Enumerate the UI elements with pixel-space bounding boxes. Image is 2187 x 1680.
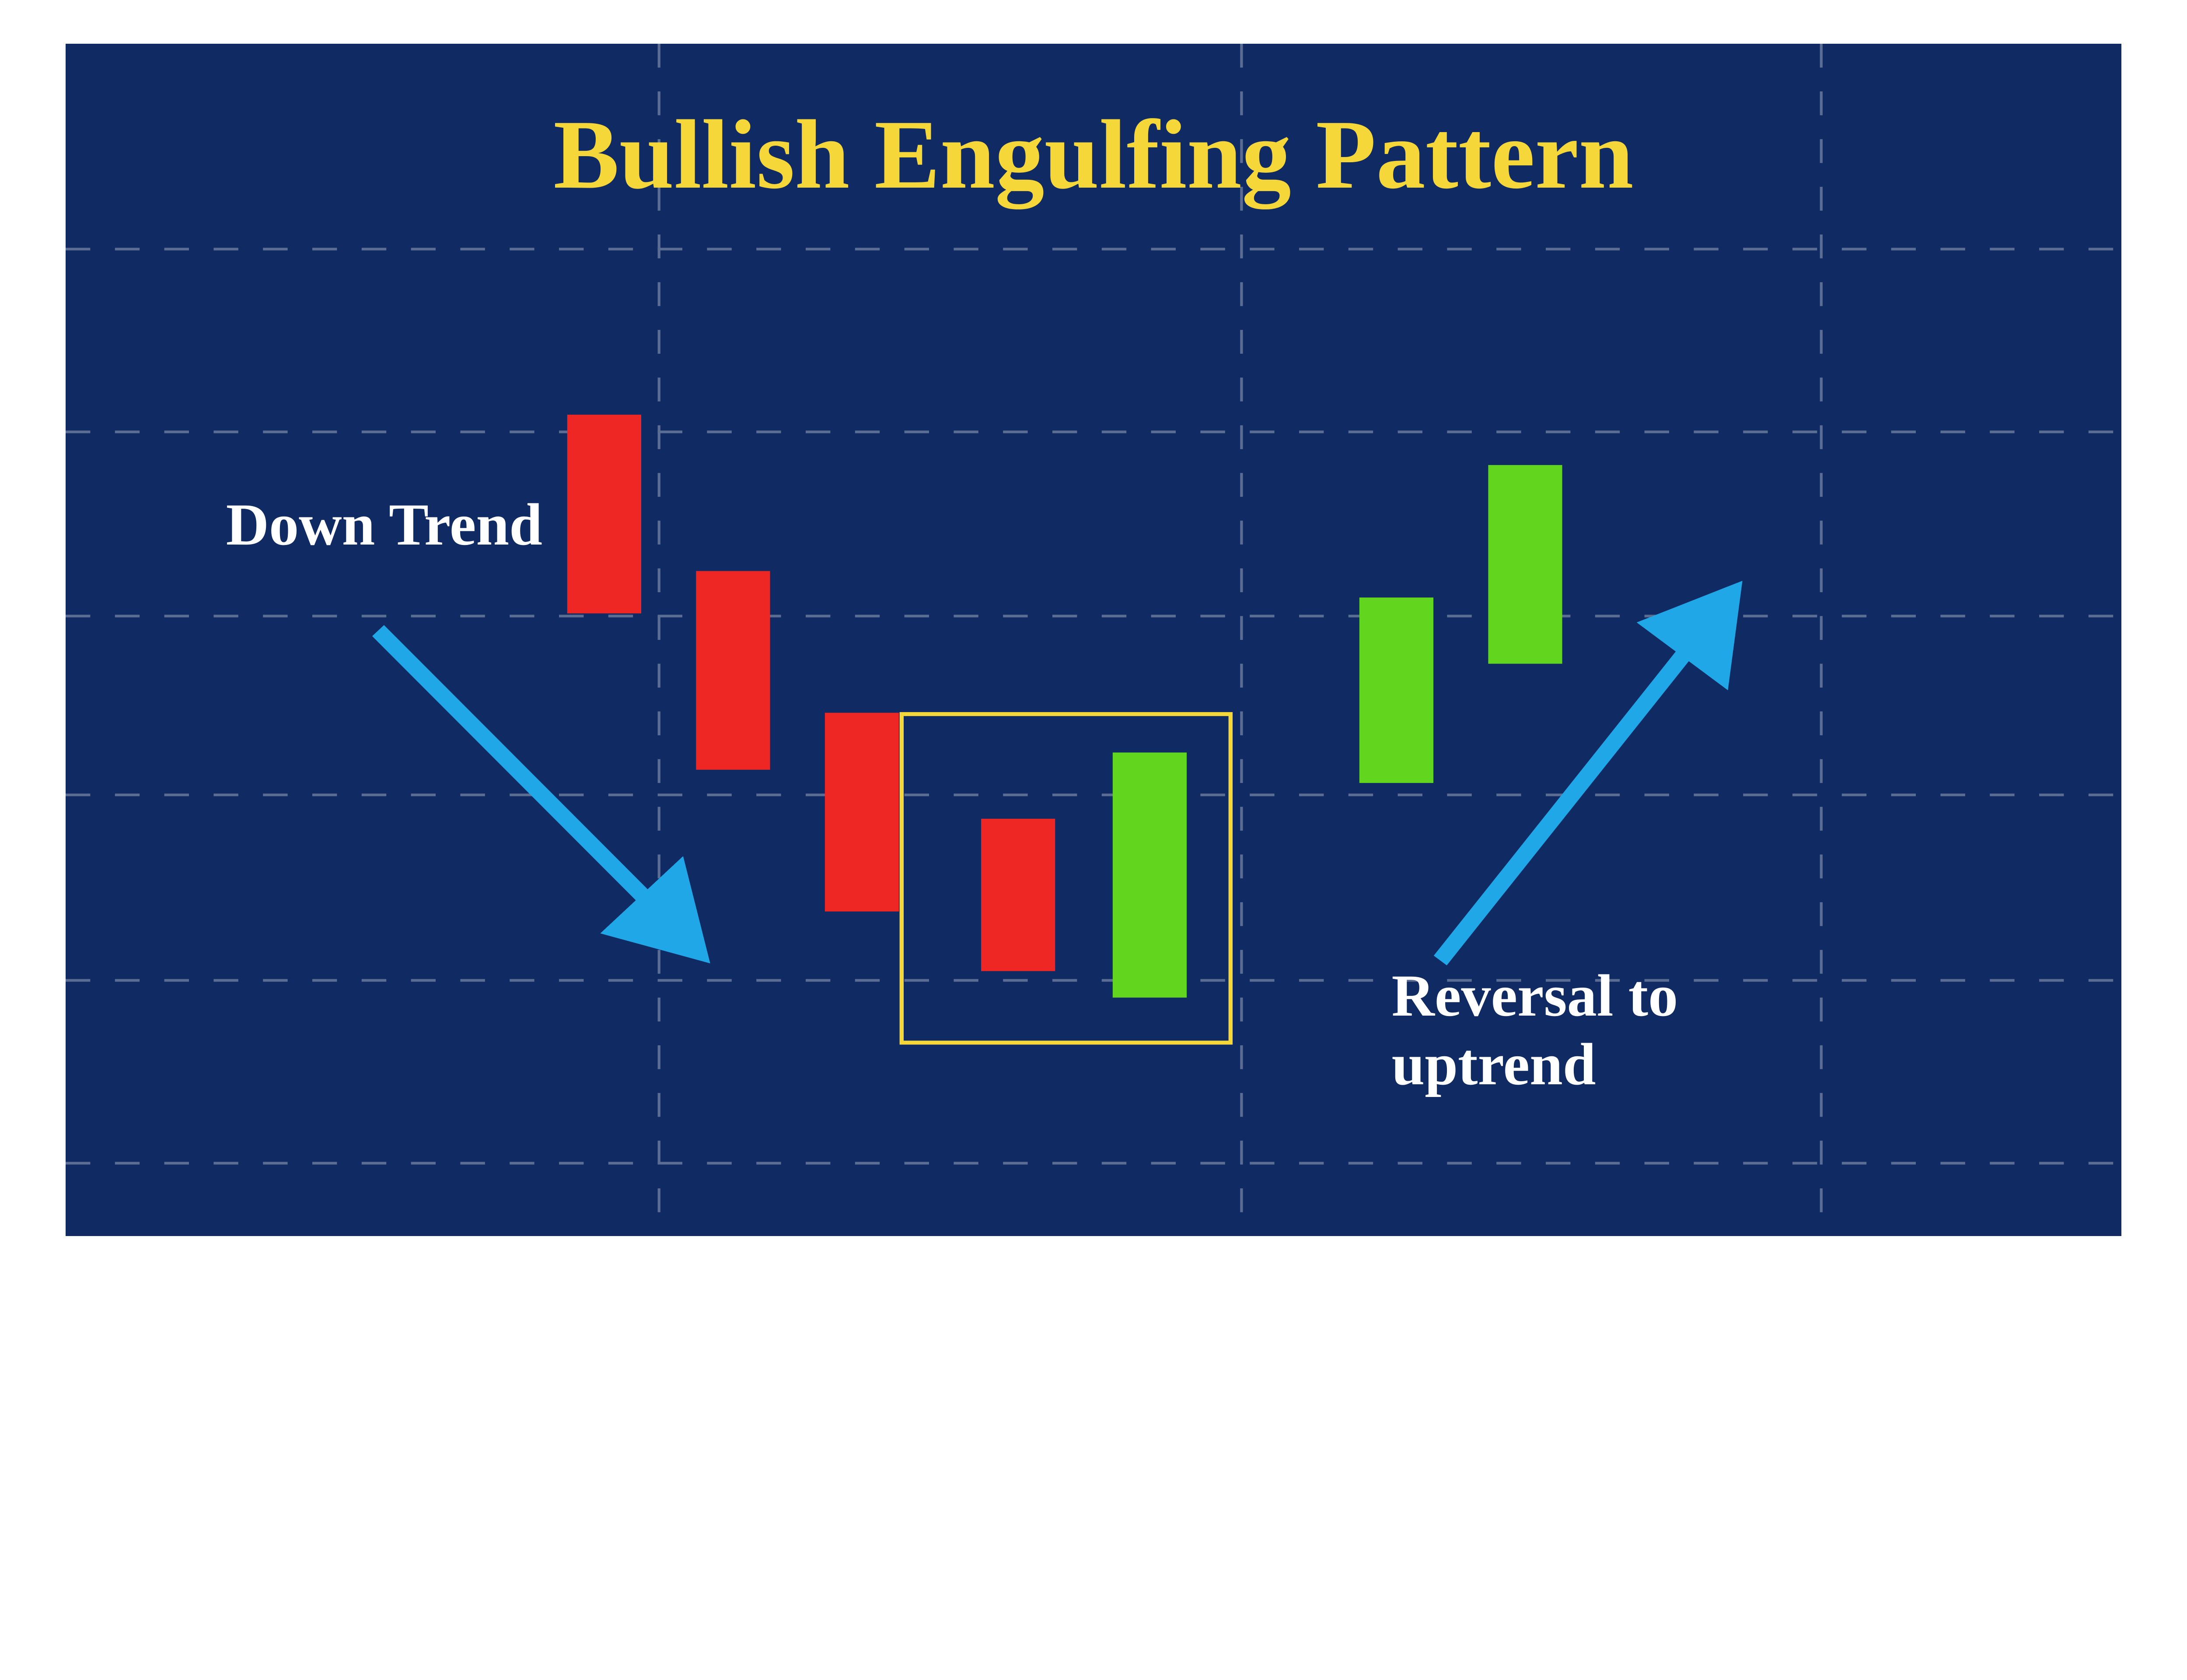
reversal-label: Reversal to uptrend [1392, 962, 1678, 1099]
candle-7 [1488, 465, 1562, 664]
candlestick-chart [66, 44, 2121, 1236]
candle-4 [981, 819, 1055, 971]
down-trend-arrow [378, 631, 678, 932]
down-trend-label: Down Trend [226, 491, 542, 559]
chart-panel: Bullish Engulfing Pattern Down Trend Rev… [66, 44, 2121, 1236]
candle-3 [825, 713, 899, 912]
candles-group [567, 415, 1562, 998]
chart-outer: Bullish Engulfing Pattern Down Trend Rev… [0, 0, 2187, 1280]
chart-title: Bullish Engulfing Pattern [66, 98, 2121, 211]
grid [66, 44, 2121, 1236]
reversal-label-line1: Reversal to [1392, 963, 1678, 1029]
candle-1 [567, 415, 641, 613]
candle-5 [1113, 752, 1187, 997]
candle-2 [696, 571, 770, 769]
reversal-label-line2: uptrend [1392, 1032, 1596, 1097]
candle-6 [1359, 597, 1433, 783]
up-trend-arrow [1440, 616, 1715, 960]
